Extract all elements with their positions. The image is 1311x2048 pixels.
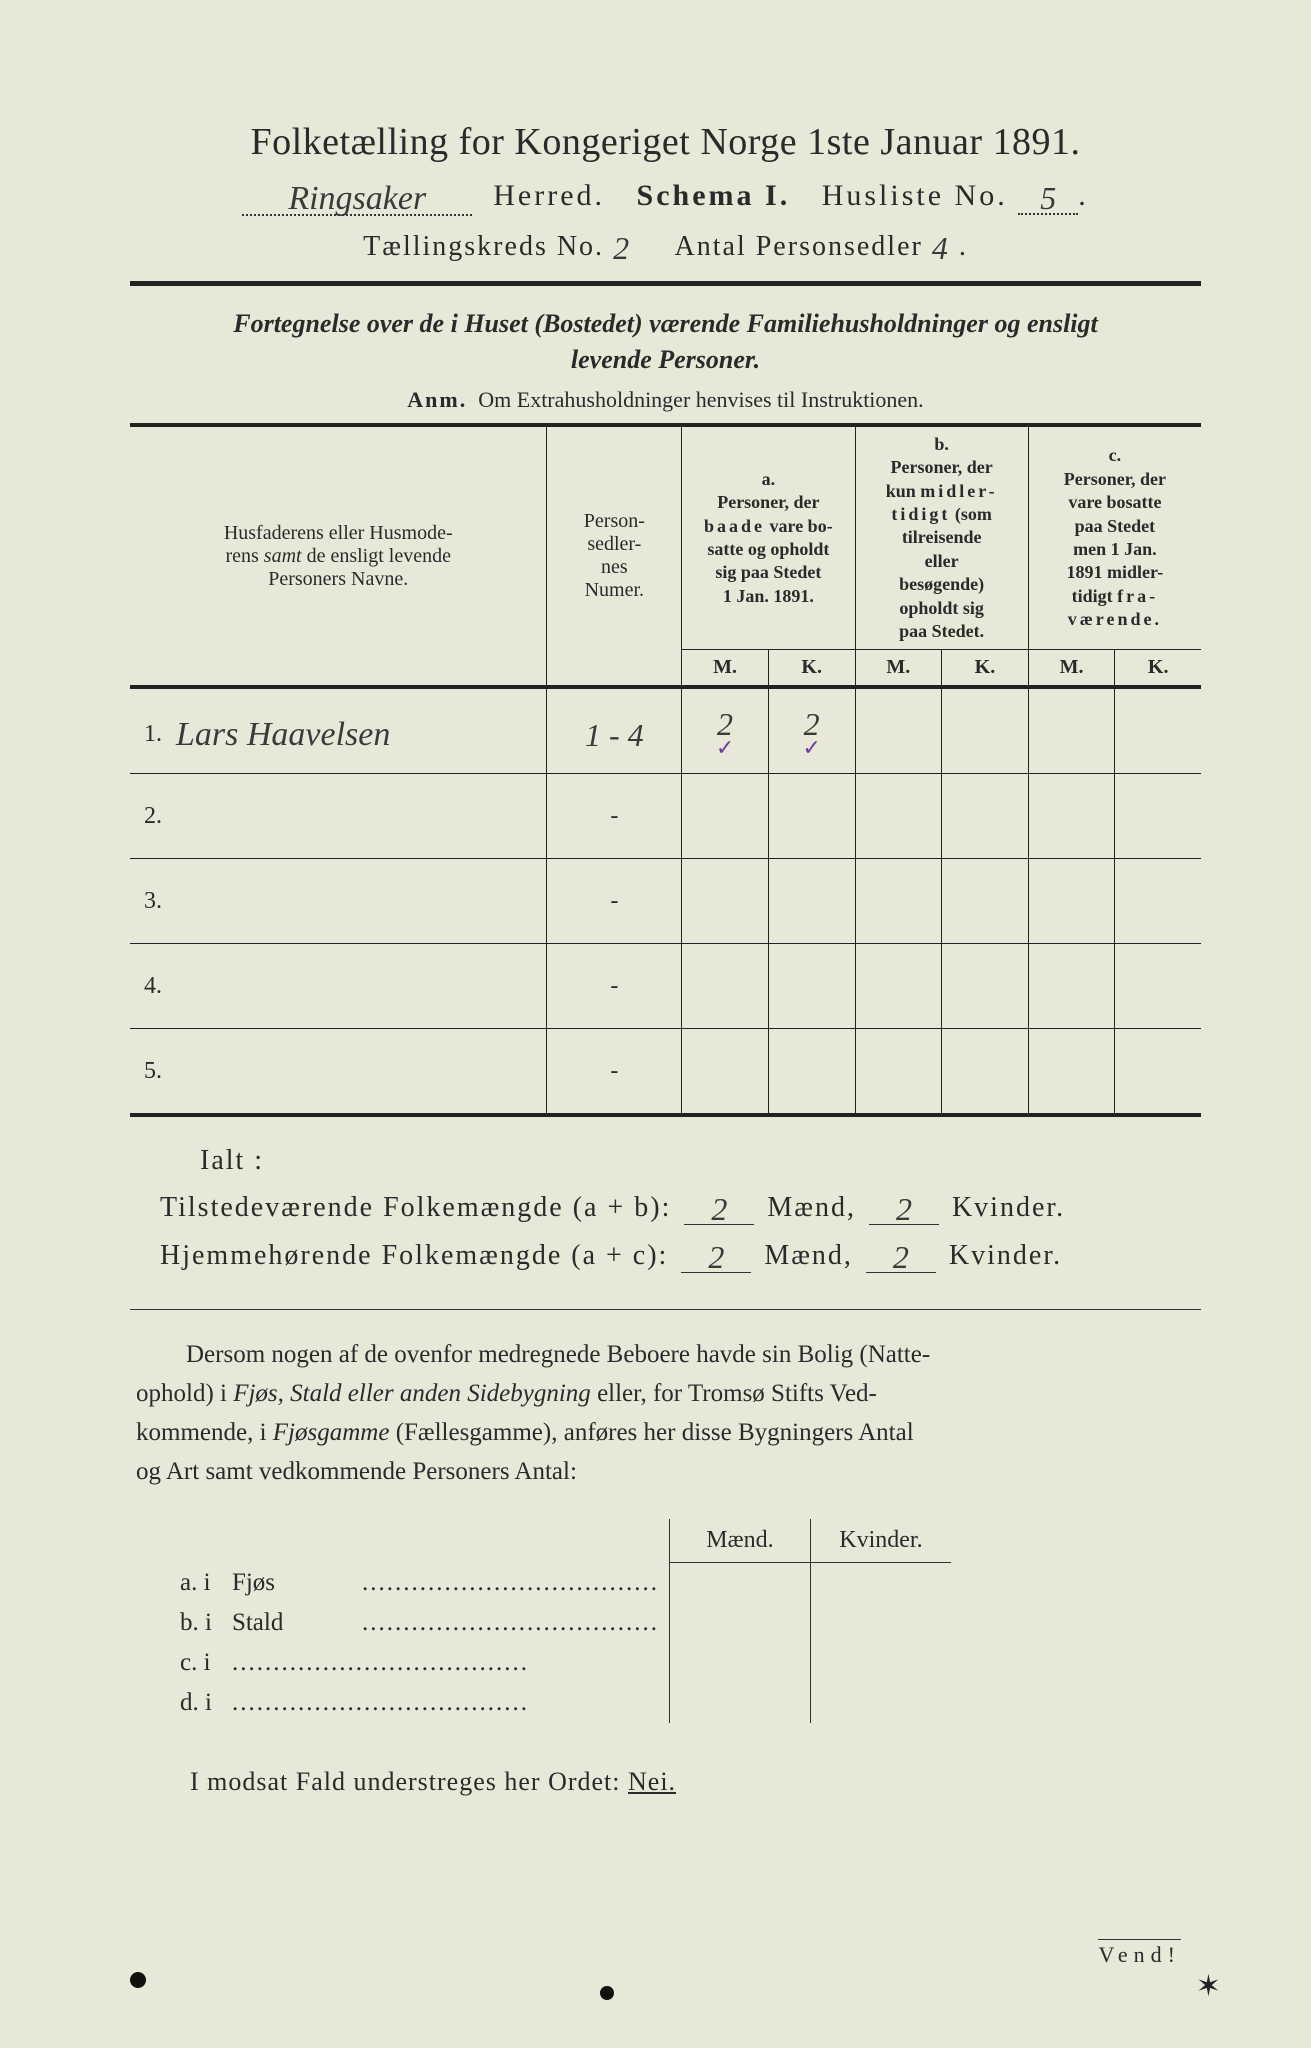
fjos-dots: .................................... <box>222 1643 670 1683</box>
total-resident-line: Hjemmehørende Folkemængde (a + c): 2 Mæn… <box>160 1235 1201 1273</box>
row-num: 5. <box>144 1058 170 1085</box>
total-present-label: Tilstedeværende Folkemængde (a + b): <box>160 1192 671 1223</box>
households-table: Husfaderens eller Husmode-rens samt de e… <box>130 423 1201 1118</box>
maend-label: Mænd, <box>767 1192 856 1223</box>
row-num: 2. <box>144 803 170 830</box>
fjos-label: Fjøs <box>222 1563 352 1603</box>
fjos-dots: .................................... <box>222 1683 670 1723</box>
kreds-line: Tællingskreds No. 2 Antal Personsedler 4… <box>130 226 1201 263</box>
row-num: 4. <box>144 973 170 1000</box>
antal-field: 4 <box>932 231 959 262</box>
col-names-header: Husfaderens eller Husmode-rens samt de e… <box>130 425 547 688</box>
total-resident-label: Hjemmehørende Folkemængde (a + c): <box>160 1240 668 1271</box>
col-b-header: b. Personer, derkun midler-tidigt (somti… <box>855 425 1028 650</box>
col-c-m: M. <box>1028 650 1115 688</box>
total-present-m: 2 <box>711 1191 727 1228</box>
fjos-head-m: Mænd. <box>669 1519 810 1563</box>
row-numer: - <box>547 1029 682 1116</box>
cell-b-m <box>855 687 942 774</box>
kvinder-label: Kvinder. <box>952 1192 1065 1223</box>
row-numer: - <box>547 944 682 1029</box>
fjos-key: b. i <box>170 1603 222 1643</box>
maend-label: Mænd, <box>764 1240 853 1271</box>
anm-text: Om Extrahusholdninger henvises til Instr… <box>478 387 923 412</box>
fortegnelse-line2: levende Personer. <box>571 345 760 374</box>
row-numer: - <box>547 774 682 859</box>
husliste-field: 5 <box>1018 176 1078 215</box>
husliste-label: Husliste No. <box>822 179 1008 212</box>
fjos-key: c. i <box>170 1643 222 1683</box>
herred-handwritten: Ringsaker <box>288 180 426 218</box>
section-rule <box>130 1309 1201 1310</box>
cell-a-k: 2 <box>804 706 820 743</box>
herred-label: Herred. <box>493 179 605 212</box>
fjos-key: d. i <box>170 1683 222 1723</box>
kreds-field: 2 <box>613 231 640 262</box>
table-row: 2. - <box>130 774 1201 859</box>
total-present-line: Tilstedeværende Folkemængde (a + b): 2 M… <box>160 1187 1201 1225</box>
total-resident-m: 2 <box>708 1239 724 1276</box>
husliste-no: 5 <box>1040 180 1056 217</box>
fjos-key: a. i <box>170 1563 222 1603</box>
star-mark-icon: ✶ <box>1196 1969 1221 2004</box>
modsat-line: I modsat Fald understreges her Ordet: Ne… <box>190 1767 1201 1797</box>
total-present-k: 2 <box>896 1191 912 1228</box>
cell-c-m <box>1028 687 1115 774</box>
ialt-label: Ialt : <box>200 1145 1201 1177</box>
fjos-row: b. i Stald .............................… <box>170 1603 951 1643</box>
fjos-dots: .................................... <box>352 1563 670 1603</box>
table-row: 5. - <box>130 1029 1201 1116</box>
col-c-k: K. <box>1115 650 1201 688</box>
herred-line: Ringsaker Herred. Schema I. Husliste No.… <box>130 176 1201 216</box>
fjos-row: d. i ...................................… <box>170 1683 951 1723</box>
row-num: 1. <box>144 721 170 748</box>
col-c-header: c. Personer, dervare bosattepaa Stedetme… <box>1028 425 1201 650</box>
modsat-text: I modsat Fald understreges her Ordet: <box>190 1767 628 1796</box>
total-resident-k: 2 <box>893 1239 909 1276</box>
fortegnelse-line1: Fortegnelse over de i Huset (Bostedet) v… <box>233 309 1098 338</box>
table-row: 4. - <box>130 944 1201 1029</box>
col-numer-header: Person-sedler-nesNumer. <box>547 425 682 688</box>
row-name: Lars Haavelsen <box>176 716 390 754</box>
anm-line: Anm. Om Extrahusholdninger henvises til … <box>130 387 1201 413</box>
herred-field: Ringsaker <box>242 176 472 216</box>
census-form-page: Folketælling for Kongeriget Norge 1ste J… <box>0 0 1311 2048</box>
antal-value: 4 <box>932 230 950 267</box>
page-title: Folketælling for Kongeriget Norge 1ste J… <box>130 120 1201 164</box>
vend-footer: Vend! <box>1098 1939 1181 1968</box>
ink-spot-icon <box>130 1972 146 1988</box>
fjos-label: Stald <box>222 1603 352 1643</box>
col-a-header: a. Personer, derbaade vare bo-satte og o… <box>682 425 855 650</box>
fjos-dots: .................................... <box>352 1603 670 1643</box>
table-row: 1. Lars Haavelsen 1 - 4 2✓ 2✓ <box>130 687 1201 774</box>
anm-label: Anm. <box>407 387 467 412</box>
table-row: 3. - <box>130 859 1201 944</box>
dersom-paragraph: Dersom nogen af de ovenfor medregnede Be… <box>136 1336 1195 1491</box>
schema-label: Schema I. <box>637 179 791 212</box>
col-a-k: K. <box>768 650 855 688</box>
col-b-k: K. <box>942 650 1029 688</box>
modsat-nei: Nei. <box>628 1767 676 1796</box>
fortegnelse-heading: Fortegnelse over de i Huset (Bostedet) v… <box>170 306 1161 379</box>
kreds-label: Tællingskreds No. <box>363 231 604 262</box>
antal-label: Antal Personsedler <box>675 231 923 262</box>
col-a-m: M. <box>682 650 769 688</box>
row-numer: - <box>547 859 682 944</box>
col-b-m: M. <box>855 650 942 688</box>
fjos-row: a. i Fjøs ..............................… <box>170 1563 951 1603</box>
outbuildings-table: Mænd. Kvinder. a. i Fjøs ...............… <box>170 1519 951 1723</box>
cell-c-k <box>1115 687 1201 774</box>
fjos-row: c. i ...................................… <box>170 1643 951 1683</box>
fjos-head-k: Kvinder. <box>810 1519 951 1563</box>
row-numer: 1 - 4 <box>585 717 644 754</box>
row-num: 3. <box>144 888 170 915</box>
ink-spot-icon <box>600 1986 614 2000</box>
header-rule <box>130 281 1201 286</box>
cell-a-m: 2 <box>717 706 733 743</box>
cell-b-k <box>942 687 1029 774</box>
kvinder-label: Kvinder. <box>949 1240 1062 1271</box>
kreds-no: 2 <box>613 230 631 267</box>
